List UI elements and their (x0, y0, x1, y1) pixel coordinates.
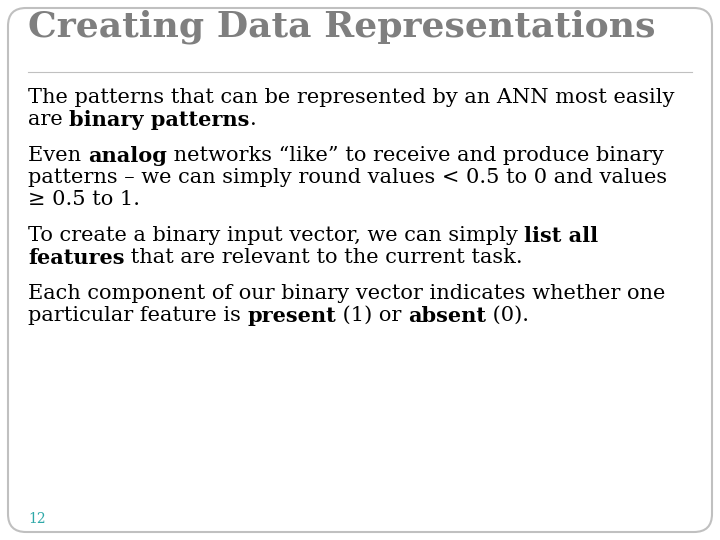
Text: networks “like” to receive and produce binary: networks “like” to receive and produce b… (166, 146, 664, 165)
Text: patterns – we can simply round values < 0.5 to 0 and values: patterns – we can simply round values < … (28, 168, 667, 187)
Text: Creating Data Representations: Creating Data Representations (28, 10, 655, 44)
Text: present: present (248, 306, 336, 326)
Text: are: are (28, 110, 69, 129)
Text: Even: Even (28, 146, 88, 165)
Text: list all: list all (524, 226, 598, 246)
Text: (1) or: (1) or (336, 306, 408, 325)
Text: features: features (28, 248, 125, 268)
Text: binary patterns: binary patterns (69, 110, 250, 130)
Text: The patterns that can be represented by an ANN most easily: The patterns that can be represented by … (28, 88, 675, 107)
Text: Each component of our binary vector indicates whether one: Each component of our binary vector indi… (28, 284, 665, 303)
FancyBboxPatch shape (8, 8, 712, 532)
Text: 12: 12 (28, 512, 45, 526)
Text: .: . (250, 110, 256, 129)
Text: particular feature is: particular feature is (28, 306, 248, 325)
Text: analog: analog (88, 146, 166, 166)
Text: that are relevant to the current task.: that are relevant to the current task. (125, 248, 523, 267)
Text: absent: absent (408, 306, 486, 326)
Text: ≥ 0.5 to 1.: ≥ 0.5 to 1. (28, 190, 140, 209)
Text: (0).: (0). (486, 306, 529, 325)
Text: To create a binary input vector, we can simply: To create a binary input vector, we can … (28, 226, 524, 245)
